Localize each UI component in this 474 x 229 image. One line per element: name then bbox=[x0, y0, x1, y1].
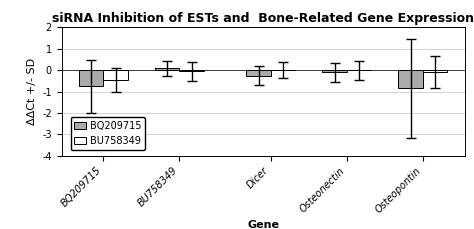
Title: siRNA Inhibition of ESTs and  Bone-Related Gene Expression: siRNA Inhibition of ESTs and Bone-Relate… bbox=[52, 12, 474, 25]
Legend: BQ209715, BU758349: BQ209715, BU758349 bbox=[71, 117, 146, 150]
X-axis label: Gene: Gene bbox=[247, 220, 279, 229]
Bar bbox=[423, 70, 447, 72]
Bar bbox=[103, 70, 128, 80]
Bar bbox=[155, 68, 180, 70]
Bar bbox=[180, 70, 204, 71]
Bar bbox=[79, 70, 103, 86]
Y-axis label: ΔΔCt +/- SD: ΔΔCt +/- SD bbox=[27, 58, 36, 125]
Bar bbox=[322, 70, 346, 72]
Bar bbox=[398, 70, 423, 88]
Bar bbox=[246, 70, 271, 76]
